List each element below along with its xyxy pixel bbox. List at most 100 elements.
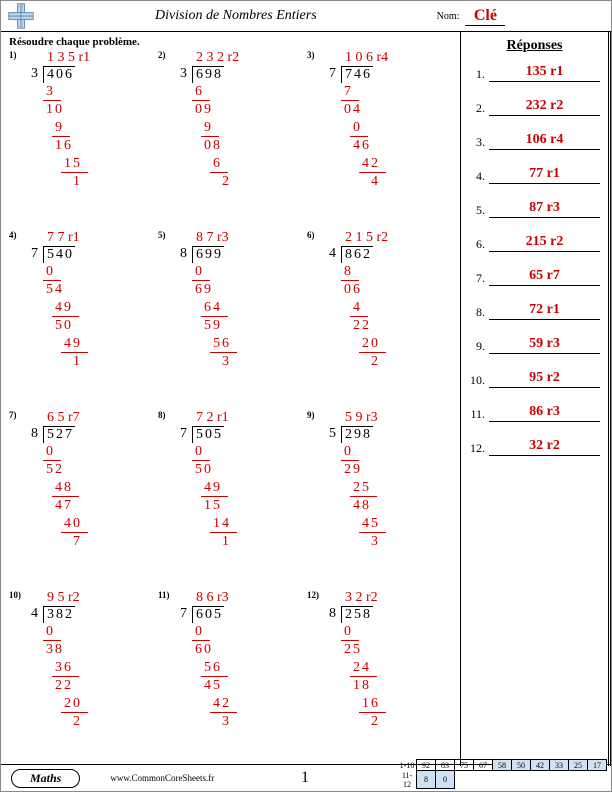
quotient: 9 5 r2	[47, 590, 80, 606]
quotient: 5 9 r3	[345, 410, 378, 426]
work-line: 2	[370, 714, 379, 730]
quotient: 7 2 r1	[196, 410, 229, 426]
work-line: 49	[203, 480, 221, 496]
dividend: 505	[192, 426, 224, 443]
problem: 7)6 5 r785270524847407	[9, 408, 158, 588]
work-line: 0	[45, 624, 54, 640]
divisor: 4	[31, 606, 38, 622]
work-rule	[201, 136, 219, 137]
answer-value: 135 r1	[489, 64, 600, 82]
work-line: 7	[72, 534, 81, 550]
work-line: 56	[212, 336, 230, 352]
work-line: 2	[72, 714, 81, 730]
problem-number: 6)	[307, 230, 315, 240]
answer-row: 9. 59 r3	[469, 336, 600, 354]
dividend: 605	[192, 606, 224, 623]
work-line: 20	[361, 336, 379, 352]
answer-value: 59 r3	[489, 336, 600, 354]
answers-title: Réponses	[469, 38, 600, 54]
work-rule	[350, 136, 368, 137]
answer-value: 72 r1	[489, 302, 600, 320]
work-line: 9	[54, 120, 63, 136]
work-rule	[61, 532, 88, 533]
work-line: 20	[63, 696, 81, 712]
dividend: 699	[192, 246, 224, 263]
dividend: 406	[43, 66, 75, 83]
problem: 8)7 2 r175050504915141	[158, 408, 307, 588]
problem: 3)1 0 6 r47746704046424	[307, 48, 456, 228]
answer-value: 77 r1	[489, 166, 600, 184]
header: Division de Nombres Entiers Nom: Clé	[1, 1, 611, 32]
work-line: 22	[352, 318, 370, 334]
work-rule	[359, 532, 386, 533]
name-value: Clé	[465, 7, 505, 26]
work-line: 1	[72, 354, 81, 370]
work-line: 3	[370, 534, 379, 550]
work-line: 18	[352, 678, 370, 694]
answer-value: 32 r2	[489, 438, 600, 456]
divisor: 7	[31, 246, 38, 262]
answers-panel: Réponses 1.135 r12.232 r23.106 r44.77 r1…	[461, 32, 611, 766]
divisor: 8	[31, 426, 38, 442]
answer-number: 11.	[469, 407, 485, 422]
page-number: 1	[301, 769, 309, 787]
work-rule	[192, 280, 210, 281]
dividend: 382	[43, 606, 75, 623]
work-line: 3	[221, 714, 230, 730]
answer-value: 95 r2	[489, 370, 600, 388]
work-line: 0	[194, 444, 203, 460]
work-line: 50	[54, 318, 72, 334]
score-cell: 33	[550, 760, 569, 771]
work-line: 04	[343, 102, 361, 118]
problem-number: 9)	[307, 410, 315, 420]
answer-value: 87 r3	[489, 200, 600, 218]
quotient: 7 7 r1	[47, 230, 80, 246]
score-cell: 50	[512, 760, 531, 771]
work-line: 08	[203, 138, 221, 154]
worksheet-title: Division de Nombres Entiers	[155, 8, 317, 24]
answer-value: 106 r4	[489, 132, 600, 150]
work-rule	[52, 136, 70, 137]
score-grid: 1-109283756758504233251711-1280	[398, 759, 607, 789]
score-cell: 83	[436, 760, 455, 771]
answer-number: 12.	[469, 441, 485, 456]
answer-number: 9.	[469, 339, 485, 354]
site-url: www.CommonCoreSheets.fr	[110, 773, 214, 783]
work-line: 47	[54, 498, 72, 514]
quotient: 1 3 5 r1	[47, 50, 90, 66]
work-rule	[201, 496, 228, 497]
divisor: 5	[329, 426, 336, 442]
problem-number: 10)	[9, 590, 21, 600]
worksheet-page: Division de Nombres Entiers Nom: Clé Rés…	[0, 0, 612, 792]
dividend: 540	[43, 246, 75, 263]
work-line: 3	[45, 84, 54, 100]
work-line: 22	[54, 678, 72, 694]
work-line: 59	[203, 318, 221, 334]
work-rule	[61, 352, 88, 353]
work-rule	[341, 280, 359, 281]
answer-number: 5.	[469, 203, 485, 218]
work-line: 48	[352, 498, 370, 514]
answer-row: 12. 32 r2	[469, 438, 600, 456]
work-line: 48	[54, 480, 72, 496]
problem-number: 3)	[307, 50, 315, 60]
content: Résoudre chaque problème. 1)1 3 5 r13406…	[1, 32, 611, 766]
divisor: 4	[329, 246, 336, 262]
answer-row: 11. 86 r3	[469, 404, 600, 422]
work-line: 1	[72, 174, 81, 190]
work-rule	[43, 100, 61, 101]
work-line: 15	[63, 156, 81, 172]
work-rule	[192, 640, 210, 641]
answer-value: 86 r3	[489, 404, 600, 422]
work-line: 10	[45, 102, 63, 118]
problem-number: 5)	[158, 230, 166, 240]
answer-number: 7.	[469, 271, 485, 286]
answer-number: 6.	[469, 237, 485, 252]
quotient: 1 0 6 r4	[345, 50, 388, 66]
answer-number: 8.	[469, 305, 485, 320]
dividend: 862	[341, 246, 373, 263]
score-cell: 0	[436, 771, 455, 789]
answer-value: 65 r7	[489, 268, 600, 286]
dividend: 746	[341, 66, 373, 83]
work-line: 16	[361, 696, 379, 712]
